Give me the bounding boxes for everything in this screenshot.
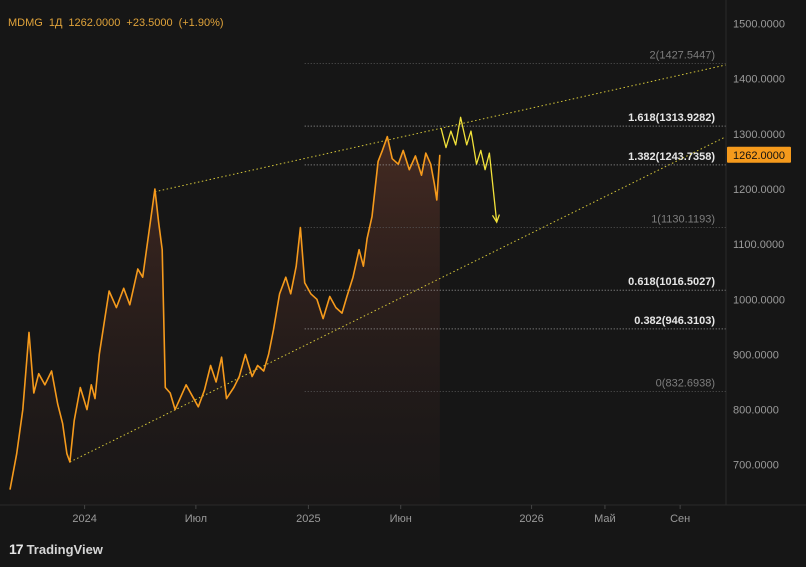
- fib-level-label: 0.382(946.3103): [634, 315, 715, 327]
- x-axis-tick-label: Май: [594, 513, 616, 525]
- tradingview-logo-text: TradingView: [26, 541, 103, 557]
- y-axis-tick-label: 900.0000: [733, 349, 779, 361]
- x-axis-tick-label: Июн: [390, 513, 412, 525]
- y-axis-tick-label: 1500.0000: [733, 19, 785, 31]
- symbol-name[interactable]: MDMG: [8, 17, 43, 29]
- symbol-header: MDMG 1Д 1262.0000 +23.5000 (+1.90%): [8, 17, 230, 29]
- y-axis-tick-label: 1000.0000: [733, 294, 785, 306]
- projection-path: [440, 116, 498, 223]
- y-axis-tick-label: 800.0000: [733, 405, 779, 417]
- x-axis-tick-label: 2025: [296, 513, 320, 525]
- fib-level-label: 2(1427.5447): [650, 50, 715, 62]
- x-axis-tick-label: 2026: [519, 513, 543, 525]
- x-axis-tick-label: Июл: [185, 513, 207, 525]
- fib-level-label: 1.382(1243.7358): [628, 151, 715, 163]
- price-change-pct: (+1.90%): [178, 17, 224, 29]
- y-axis-tick-label: 1200.0000: [733, 184, 785, 196]
- trend-line: [154, 64, 727, 193]
- price-series-line: [9, 135, 441, 490]
- y-axis-tick-label: 1100.0000: [733, 239, 784, 251]
- x-axis-tick-label: Сен: [670, 513, 690, 525]
- projection-arrowhead: [491, 214, 501, 224]
- tradingview-logo-icon: 17: [9, 541, 24, 557]
- last-price-badge: [727, 146, 791, 163]
- fib-level-label: 1.618(1313.9282): [628, 112, 715, 124]
- last-price: 1262.0000: [68, 17, 121, 29]
- y-axis-tick-label: 700.0000: [733, 460, 779, 472]
- interval-label[interactable]: 1Д: [48, 17, 63, 29]
- x-axis-tick-label: 2024: [72, 513, 96, 525]
- fib-level-label: 0(832.6938): [656, 378, 715, 390]
- fib-level-label: 1(1130.1193): [651, 214, 715, 226]
- tradingview-logo[interactable]: 17 TradingView: [9, 541, 103, 557]
- price-area-fill: [10, 136, 440, 505]
- last-price-badge-label: 1262.0000: [733, 150, 785, 162]
- price-change: +23.5000: [126, 17, 173, 29]
- y-axis-tick-label: 1400.0000: [733, 74, 785, 86]
- fib-level-label: 0.618(1016.5027): [628, 276, 715, 288]
- y-axis-tick-label: 1300.0000: [733, 129, 785, 141]
